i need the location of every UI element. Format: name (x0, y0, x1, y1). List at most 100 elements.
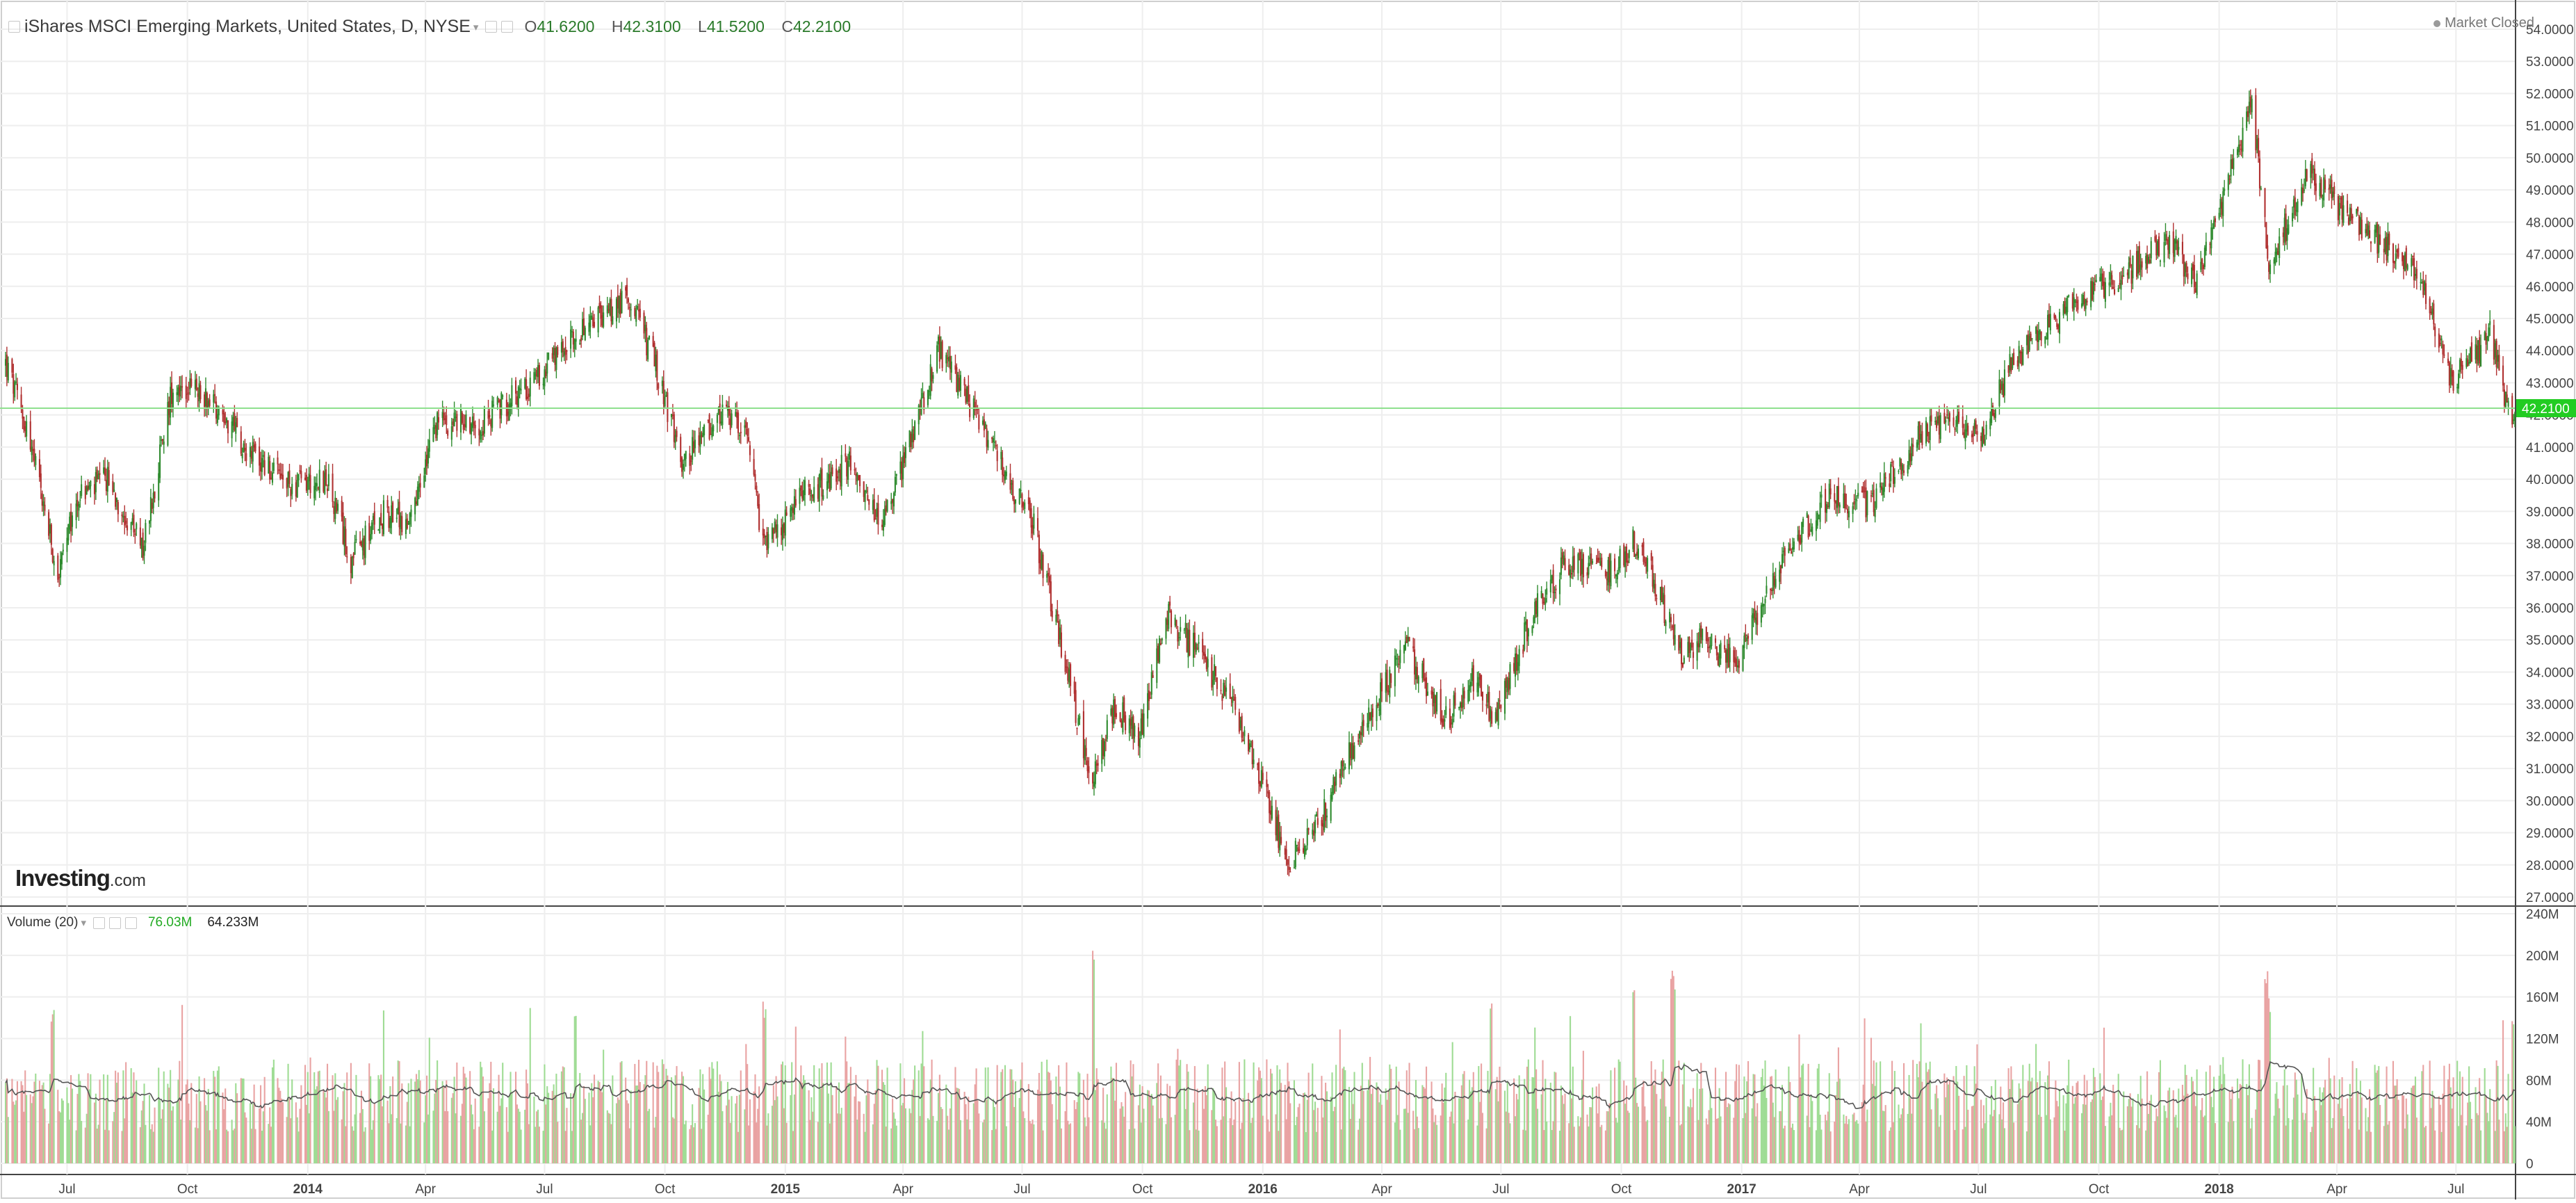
candle-body (2010, 357, 2012, 372)
candle-body (689, 453, 690, 466)
candle-body (1189, 630, 1190, 656)
volume-bar (352, 1127, 353, 1163)
candle (1635, 554, 1636, 559)
candle-body (2456, 387, 2458, 389)
candle (592, 311, 594, 328)
candle-body (1249, 743, 1250, 750)
candle-body (454, 412, 455, 426)
volume-bar (1105, 1129, 1107, 1163)
candle-body (537, 365, 539, 377)
candle (455, 410, 456, 421)
candle (644, 316, 646, 343)
volume-bar (273, 1060, 275, 1163)
candle-body (1258, 762, 1260, 784)
candle (1377, 702, 1378, 708)
candle-body (1661, 586, 1663, 602)
volume-bar (49, 1074, 51, 1163)
candle-body (800, 485, 801, 490)
candle (2151, 237, 2152, 264)
candle-body (947, 357, 948, 359)
candle (698, 428, 699, 453)
volume-bar (44, 1109, 45, 1163)
candle (2386, 232, 2387, 266)
volume-bar (506, 1107, 507, 1163)
volume-bar (26, 1095, 27, 1163)
volume-bar (1394, 1122, 1396, 1163)
candle-body (2292, 213, 2293, 221)
candle (446, 406, 447, 434)
price-tick-label: 48.0000 (2526, 216, 2574, 230)
candle (1488, 686, 1490, 722)
volume-bar (108, 1130, 110, 1163)
candle-body (1111, 708, 1113, 724)
candle-body (1601, 558, 1602, 567)
candle-body (1143, 713, 1144, 736)
candle (1629, 549, 1630, 563)
candle (1240, 717, 1241, 731)
candle-body (965, 389, 966, 403)
candle-body (817, 484, 819, 499)
candle-body (2019, 346, 2020, 363)
candle (70, 503, 72, 542)
volume-bar (282, 1102, 284, 1163)
candle (2231, 154, 2232, 184)
volume-bar (291, 1079, 293, 1163)
candle (1068, 662, 1070, 688)
candle-body (2182, 242, 2183, 255)
candle (154, 491, 156, 502)
candle-body (2434, 327, 2436, 337)
volume-bar (1211, 1110, 1212, 1163)
candle (1928, 432, 1930, 444)
volume-bar (600, 1090, 601, 1163)
time-tick-label: Oct (177, 1182, 198, 1197)
candle-body (1509, 664, 1510, 689)
candle (299, 465, 300, 474)
candle (1610, 553, 1611, 589)
candle (1838, 478, 1839, 514)
candle-body (1982, 427, 1983, 446)
candle (2139, 241, 2140, 275)
candle (1852, 502, 1854, 522)
candle-body (1535, 601, 1537, 614)
candle (306, 469, 307, 493)
candle-body (966, 386, 968, 401)
volume-bar (354, 1115, 355, 1163)
candle-body (940, 342, 942, 359)
candle (874, 488, 875, 522)
candle (141, 538, 142, 558)
candle (2145, 253, 2146, 270)
candle-body (859, 475, 861, 486)
candle (189, 370, 190, 395)
candle-body (896, 474, 897, 476)
candle (136, 522, 137, 536)
volume-bar (1279, 1069, 1280, 1163)
candle-body (1011, 483, 1012, 485)
price-tick-label: 31.0000 (2526, 762, 2574, 777)
candle-body (1409, 637, 1410, 641)
candle-body (1955, 420, 1957, 427)
candle-body (995, 445, 997, 446)
candle-body (2467, 360, 2468, 366)
volume-bar (589, 1125, 591, 1163)
volume-bar (965, 1104, 966, 1163)
candle (1141, 709, 1142, 739)
candle-body (1706, 627, 1707, 641)
candle (1335, 769, 1337, 791)
candle (1231, 697, 1232, 707)
candle (985, 421, 986, 429)
candle (1763, 604, 1765, 615)
candle (2238, 136, 2240, 157)
candle-body (1423, 659, 1424, 680)
candle (720, 412, 722, 426)
candle (2064, 298, 2065, 314)
candle-body (1973, 433, 1974, 437)
candle (1882, 483, 1884, 501)
candle (1526, 619, 1528, 652)
candle (859, 475, 861, 493)
volume-bar (1104, 1122, 1105, 1163)
candle-body (1092, 773, 1093, 783)
candle (2174, 239, 2176, 262)
candle (610, 290, 612, 328)
candle (2105, 277, 2106, 308)
candle-body (1522, 649, 1524, 654)
